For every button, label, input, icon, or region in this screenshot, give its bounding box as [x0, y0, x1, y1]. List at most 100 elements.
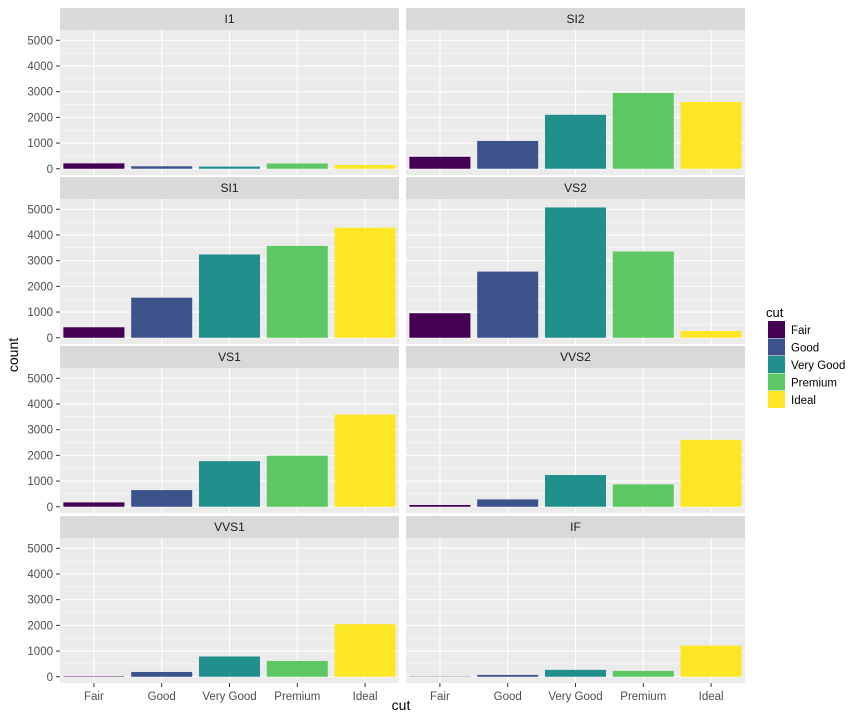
legend-key-good	[768, 338, 785, 356]
bar-vvs2-very-good	[544, 475, 607, 507]
bar-vvs1-good	[131, 671, 193, 677]
bar-si2-very-good	[544, 114, 607, 169]
y-tick-label: 4000	[27, 569, 53, 581]
x-tick-label: Very Good	[548, 691, 602, 703]
bar-vs2-good	[477, 271, 539, 338]
bar-if-good	[477, 674, 539, 677]
bar-si2-good	[477, 140, 539, 169]
x-axis: Fair Good Very Good Premium Ideal Fair Good Ver…	[84, 683, 724, 703]
y-tick-label: 1000	[27, 476, 53, 488]
bar-vvs1-ideal	[334, 624, 396, 677]
y-axis-title: count	[5, 338, 21, 372]
y-tick-label: 3000	[27, 595, 53, 607]
y-tick-label: 5000	[27, 204, 53, 216]
y-tick-label: 4000	[27, 399, 53, 411]
facet-strip	[60, 177, 399, 199]
bar-i1-fair	[63, 163, 125, 169]
legend-label: Ideal	[791, 395, 816, 407]
legend-key-very-good	[768, 356, 785, 373]
x-tick-label: Good	[494, 691, 522, 703]
y-tick-label: 0	[47, 164, 53, 176]
legend: cut Fair Good Very Good Premium Ideal	[766, 305, 845, 408]
facet-strip	[406, 516, 745, 538]
x-tick-label: Premium	[620, 691, 666, 703]
facet-strip-label: VS2	[564, 181, 587, 195]
y-tick-label: 3000	[27, 425, 53, 437]
y-tick-label: 5000	[27, 543, 53, 555]
bar-vs1-good	[131, 490, 193, 507]
legend-label: Premium	[791, 378, 837, 390]
facet-panel-vs2: VS2	[406, 177, 745, 344]
bar-vs2-fair	[409, 313, 471, 338]
bar-vvs2-fair	[409, 504, 471, 507]
y-tick-label: 0	[47, 502, 53, 514]
bar-vs2-premium	[612, 251, 674, 338]
facet-panel-if: IF	[406, 516, 745, 683]
facet-strip	[60, 8, 399, 30]
bar-si2-premium	[612, 92, 674, 169]
y-tick-label: 2000	[27, 620, 53, 632]
facet-strip	[60, 346, 399, 368]
bar-si2-ideal	[680, 101, 742, 169]
bar-si1-good	[131, 297, 193, 338]
y-tick-label: 1000	[27, 138, 53, 150]
bar-si1-premium	[266, 245, 328, 338]
y-tick-label: 5000	[27, 373, 53, 385]
facet-strip-label: I1	[224, 12, 234, 26]
facet-panels: I1 SI2 SI1 VS2 VS1 VVS2 VVS1 IF	[60, 8, 745, 683]
x-tick-label: Ideal	[353, 691, 378, 703]
x-axis-title: cut	[392, 697, 411, 713]
bar-si1-ideal	[334, 227, 396, 338]
facet-strip-label: VVS2	[560, 350, 591, 364]
bar-vvs2-ideal	[680, 439, 742, 507]
y-tick-label: 1000	[27, 646, 53, 658]
x-tick-label: Fair	[430, 691, 450, 703]
y-axis: 0 1000 2000 3000 4000 5000 0 1000 2000 3000 4000 50…	[27, 35, 60, 684]
y-tick-label: 1000	[27, 307, 53, 319]
bar-vs1-ideal	[334, 414, 396, 507]
bar-si1-very-good	[198, 254, 261, 338]
y-tick-label: 3000	[27, 256, 53, 268]
y-tick-label: 5000	[27, 35, 53, 47]
facet-panel-vvs2: VVS2	[406, 346, 745, 513]
bar-vvs1-very-good	[198, 656, 261, 677]
bar-vs2-ideal	[680, 331, 742, 338]
y-tick-label: 2000	[27, 112, 53, 124]
facet-strip	[406, 177, 745, 199]
bar-vs1-premium	[266, 455, 328, 507]
facet-strip	[60, 516, 399, 538]
x-tick-label: Very Good	[202, 691, 256, 703]
legend-label: Good	[791, 343, 819, 355]
bar-if-premium	[612, 670, 674, 677]
bar-i1-ideal	[334, 165, 396, 169]
bar-vs1-very-good	[198, 461, 261, 507]
legend-label: Fair	[791, 325, 811, 337]
bar-if-very-good	[544, 669, 607, 677]
legend-key-fair	[768, 321, 785, 338]
y-tick-label: 2000	[27, 450, 53, 462]
facet-panel-vs1: VS1	[60, 346, 399, 513]
bar-vvs2-premium	[612, 484, 674, 507]
bar-vvs1-premium	[266, 660, 328, 677]
bar-i1-good	[131, 166, 193, 169]
facet-strip	[406, 8, 745, 30]
x-tick-label: Premium	[274, 691, 320, 703]
y-tick-label: 4000	[27, 230, 53, 242]
bar-si2-fair	[409, 156, 471, 169]
x-tick-label: Fair	[84, 691, 104, 703]
facet-strip-label: VVS1	[214, 520, 245, 534]
legend-key-premium	[768, 373, 785, 391]
x-tick-label: Ideal	[699, 691, 724, 703]
bar-si1-fair	[63, 327, 125, 338]
bar-vs2-very-good	[544, 207, 607, 338]
bar-i1-premium	[266, 163, 328, 169]
bar-i1-very-good	[198, 166, 261, 169]
facet-panel-si1: SI1	[60, 177, 399, 344]
x-tick-label: Good	[148, 691, 176, 703]
facet-strip-label: VS1	[218, 350, 241, 364]
facet-strip-label: IF	[570, 520, 581, 534]
facet-panel-i1: I1	[60, 8, 399, 175]
legend-key-ideal	[768, 391, 785, 408]
facet-strip-label: SI1	[220, 181, 238, 195]
